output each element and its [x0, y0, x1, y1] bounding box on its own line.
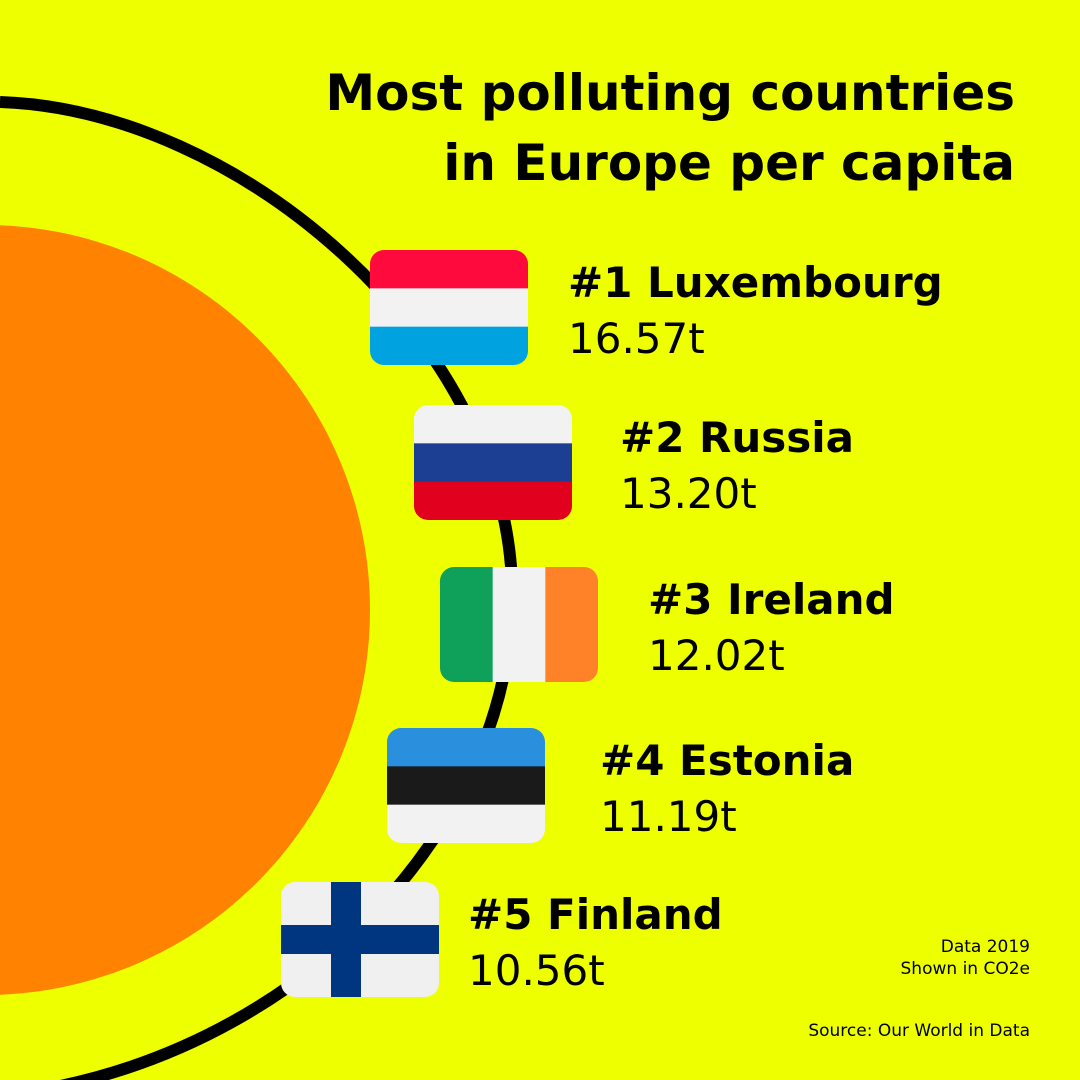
- country-value: 13.20t: [620, 469, 757, 518]
- country-label: #4 Estonia: [600, 736, 854, 785]
- country-value: 11.19t: [600, 792, 737, 841]
- flag-stripe: [370, 326, 528, 365]
- flag-stripe: [414, 481, 572, 520]
- flag-stripe: [440, 567, 494, 682]
- country-value: 16.57t: [568, 314, 705, 363]
- flag-stripe: [370, 288, 528, 328]
- title-line: in Europe per capita: [443, 134, 1015, 192]
- flag-stripe: [387, 728, 545, 768]
- flag-stripe: [492, 567, 547, 682]
- flag: [440, 567, 598, 682]
- flag-stripe: [414, 405, 572, 445]
- country-label: #1 Luxembourg: [568, 258, 943, 307]
- flag: [414, 405, 572, 520]
- flag-stripe: [545, 567, 598, 682]
- flag: [281, 882, 439, 997]
- title-line: Most polluting countries: [325, 64, 1015, 122]
- note: Data 2019: [941, 937, 1030, 957]
- country-value: 10.56t: [468, 946, 605, 995]
- flag-stripe: [414, 443, 572, 483]
- sun-circle: [0, 225, 370, 995]
- country-label: #3 Ireland: [648, 575, 895, 624]
- note: Shown in CO2e: [901, 959, 1030, 979]
- flag-cross: [281, 925, 439, 954]
- flag: [370, 250, 528, 365]
- country-value: 12.02t: [648, 631, 785, 680]
- flag-stripe: [387, 804, 545, 843]
- country-label: #5 Finland: [468, 890, 723, 939]
- flag-stripe: [387, 766, 545, 806]
- country-label: #2 Russia: [620, 413, 854, 462]
- source: Source: Our World in Data: [808, 1021, 1030, 1041]
- flag-stripe: [370, 250, 528, 290]
- flag: [387, 728, 545, 843]
